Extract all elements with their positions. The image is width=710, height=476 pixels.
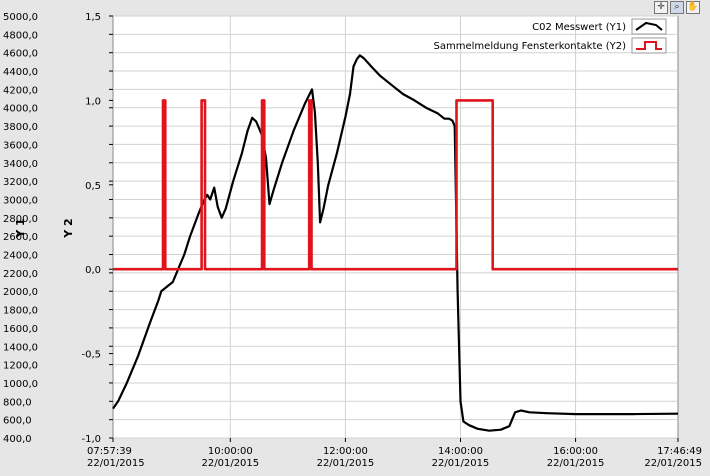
x-tick-time: 10:00:00 [208,446,253,457]
y-tick-label: 600,0 [3,416,32,427]
y-tick-label: 4600,0 [3,49,38,60]
y-tick-label: 3600,0 [3,140,38,151]
legend-swatch-line [636,41,662,50]
y-tick-label: 2600,0 [3,232,38,243]
y-tick-label: 1200,0 [3,361,38,372]
x-tick-time: 16:00:00 [553,446,598,457]
legend-label: Sammelmeldung Fensterkontakte (Y2) [434,41,627,52]
y1-axis-title: Y 1 [14,218,27,238]
y-tick-label: 800,0 [3,397,32,408]
x-tick-date: 22/01/2015 [432,458,490,469]
y-tick-label: 2000,0 [3,287,38,298]
y-tick-label: 4800,0 [3,30,38,41]
y2-tick-label: -1,0 [81,434,101,445]
x-tick-time: 12:00:00 [323,446,368,457]
legend-label: C02 Messwert (Y1) [532,22,626,33]
y2-tick-label: 0,0 [85,265,101,276]
y-tick-label: 3400,0 [3,159,38,170]
crosshair-icon[interactable]: ✛ [654,1,668,14]
y2-tick-label: -0,5 [81,350,101,361]
y-tick-label: 3800,0 [3,122,38,133]
y-tick-label: 1600,0 [3,324,38,335]
y-tick-label: 4000,0 [3,104,38,115]
y-tick-label: 4400,0 [3,67,38,78]
series-line-2 [113,99,678,271]
y-tick-label: 400,0 [3,434,32,445]
legend-swatch-line [635,21,663,31]
y-tick-label: 2400,0 [3,251,38,262]
y2-tick-label: 1,0 [85,96,101,107]
plot-background [112,15,679,439]
x-tick-time: 17:46:49 [657,446,702,457]
legend-swatch-box [631,37,667,54]
zoom-magnifier-icon[interactable]: ⌕ [670,1,684,14]
x-tick-time: 07:57:39 [87,446,132,457]
pan-hand-icon[interactable]: ✋ [686,1,700,14]
y-tick-label: 5000,0 [3,12,38,23]
y-tick-label: 1000,0 [3,379,38,390]
y-tick-label: 2200,0 [3,269,38,280]
y-tick-label: 1800,0 [3,306,38,317]
x-tick-date: 22/01/2015 [87,458,145,469]
series-line-1 [112,54,679,432]
y-tick-label: 2800,0 [3,214,38,225]
x-tick-date: 22/01/2015 [547,458,605,469]
y-tick-label: 3200,0 [3,177,38,188]
y2-tick-label: 0,5 [85,181,101,192]
x-tick-time: 14:00:00 [438,446,483,457]
y-tick-label: 4200,0 [3,85,38,96]
y-tick-label: 3000,0 [3,195,38,206]
y2-tick-label: 1,5 [85,12,101,23]
y2-axis-title: Y 2 [62,218,75,238]
y-tick-label: 1400,0 [3,342,38,353]
x-tick-date: 22/01/2015 [202,458,260,469]
legend-swatch-box [631,18,667,35]
x-tick-date: 22/01/2015 [644,458,702,469]
x-tick-date: 22/01/2015 [317,458,375,469]
